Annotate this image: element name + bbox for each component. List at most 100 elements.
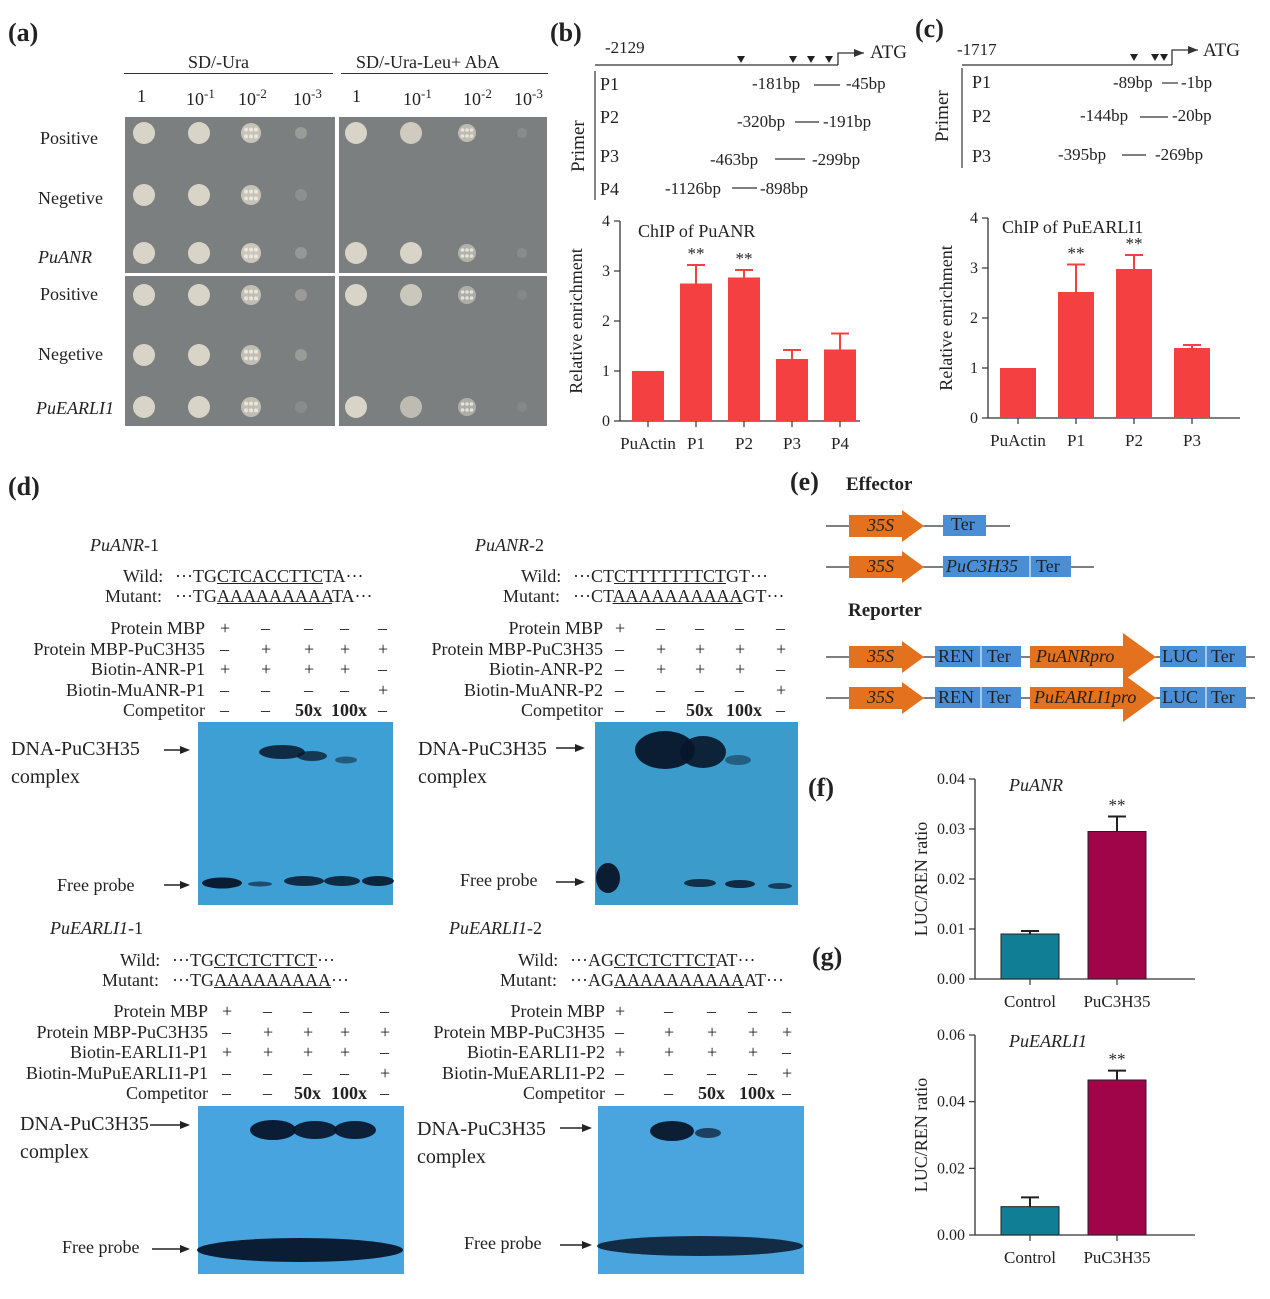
- colony: [188, 242, 210, 264]
- lane-sign: +: [222, 1042, 233, 1062]
- lane-sign: –: [748, 1062, 757, 1083]
- condition-label: Protein MBP-PuC3H35: [433, 1021, 605, 1042]
- colony: [188, 122, 210, 144]
- significance-mark: **: [1126, 234, 1143, 253]
- row-label-positive: Positive: [40, 128, 99, 148]
- colony-speckle: [254, 196, 258, 201]
- chip-puanr-chart: 0 1 2 3 4 ChIP of PuANR Relative enrichment PuA…: [566, 213, 860, 453]
- colony: [295, 189, 307, 201]
- colony-speckle: [465, 296, 469, 300]
- y-tick-label: 4: [602, 213, 610, 230]
- terminator-box: Ter: [987, 687, 1011, 707]
- y-tick-label: 0.00: [937, 971, 965, 988]
- lane-sign: –: [378, 659, 387, 679]
- colony: [400, 284, 422, 306]
- row-label-negative: Negetive: [38, 188, 103, 208]
- significance-mark: **: [1068, 244, 1085, 263]
- complex-label: complex: [20, 1141, 89, 1163]
- gel-band: [680, 736, 726, 768]
- primer-name: P4: [600, 179, 620, 199]
- primer-from: -320bp: [737, 112, 786, 131]
- lane-sign: +: [735, 638, 746, 659]
- arrow-head: [575, 878, 585, 886]
- y-tick-label: 0.06: [937, 1027, 965, 1044]
- row-label-puanr: PuANR: [38, 247, 92, 267]
- complex-label: complex: [11, 766, 80, 788]
- gel-band: [297, 751, 327, 761]
- arrow-head: [180, 1121, 190, 1129]
- lane-sign: –: [340, 1001, 349, 1021]
- lane-sign: –: [263, 1083, 272, 1103]
- lane-sign: –: [707, 1001, 716, 1021]
- gel-band: [334, 1121, 376, 1139]
- bar: [680, 283, 712, 421]
- lane-sign: –: [380, 1083, 389, 1103]
- x-tick-label: P3: [1183, 431, 1201, 450]
- condition-label: Biotin-MuEARLI1-P2: [441, 1062, 605, 1083]
- bar: [1116, 269, 1152, 418]
- colony-speckle: [460, 408, 465, 412]
- chart-title: PuANR: [1008, 775, 1063, 795]
- atg-label: ATG: [1203, 40, 1240, 61]
- row-label-negative: Negetive: [38, 344, 103, 364]
- lane-sign: –: [776, 659, 785, 679]
- colony: [345, 284, 367, 306]
- colony-speckle: [244, 289, 248, 294]
- colony-speckle: [469, 402, 474, 406]
- lane-sign: –: [695, 618, 704, 638]
- colony: [133, 242, 155, 264]
- lane-sign: –: [656, 700, 665, 720]
- colony-speckle: [460, 134, 465, 138]
- condition-label: Competitor: [126, 1083, 208, 1103]
- gel-band: [250, 1120, 296, 1140]
- colony-speckle: [254, 296, 258, 301]
- panel-label-g: (g): [812, 942, 843, 971]
- dilution-label: 10-3: [293, 86, 322, 109]
- lane-sign: +: [303, 1042, 314, 1062]
- lane-sign: +: [378, 679, 389, 700]
- lane-sign: +: [707, 1042, 718, 1062]
- lane-sign: –: [222, 1083, 231, 1103]
- x-tick-label: PuActin: [990, 431, 1046, 450]
- lane-sign: +: [695, 638, 706, 659]
- x-tick-label: PuC3H35: [1083, 1248, 1150, 1267]
- effector-title: Effector: [846, 474, 913, 495]
- lane-sign: –: [380, 1042, 389, 1062]
- primer-name: P2: [600, 107, 620, 127]
- lane-sign: –: [615, 1062, 624, 1083]
- row-label-puearli1: PuEARLI1: [36, 398, 114, 418]
- colony: [133, 396, 155, 418]
- y-tick-label: 1: [970, 360, 978, 377]
- lane-sign: +: [261, 659, 272, 679]
- colony: [133, 122, 155, 144]
- colony-speckle: [244, 408, 248, 413]
- lane-sign: +: [340, 638, 351, 659]
- lane-sign: –: [664, 1062, 673, 1083]
- colony-speckle: [244, 127, 248, 132]
- lane-sign: +: [748, 1042, 759, 1062]
- promoter-35s: 35S: [867, 515, 894, 535]
- y-axis-label: Relative enrichment: [566, 248, 586, 393]
- y-tick-label: 1: [602, 363, 610, 380]
- primer-from: -463bp: [710, 150, 759, 169]
- free-probe-label: Free probe: [460, 870, 538, 890]
- promoter-35s: 35S: [867, 556, 894, 576]
- wild-sequence: ···AGCTCTCTTCTAT···: [570, 950, 756, 970]
- lane-sign: –: [263, 1062, 272, 1083]
- lane-sign: –: [615, 679, 624, 700]
- bar: [632, 371, 664, 421]
- colony: [345, 122, 367, 144]
- y-tick-label: 3: [970, 260, 978, 277]
- condition-label: Biotin-EARLI1-P1: [70, 1042, 208, 1062]
- colony-speckle: [460, 402, 465, 406]
- lane-sign: –: [782, 1042, 791, 1062]
- complex-label: DNA-PuC3H35: [417, 1118, 546, 1140]
- lane-sign: 50x: [295, 700, 322, 720]
- x-tick-label: P1: [1067, 431, 1085, 450]
- x-tick-label: P2: [735, 434, 753, 453]
- primer-to: -191bp: [823, 112, 872, 131]
- lane-sign: –: [615, 1021, 624, 1042]
- condition-label: Biotin-MuANR-P2: [463, 679, 603, 700]
